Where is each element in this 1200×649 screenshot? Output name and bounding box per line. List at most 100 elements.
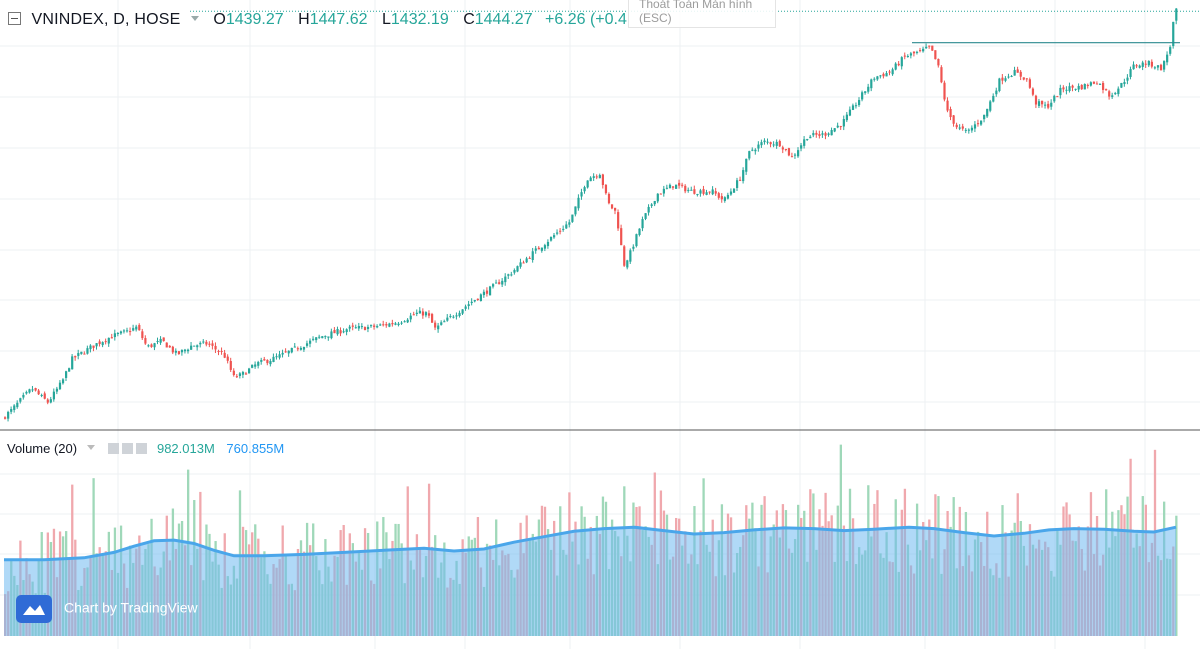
candle-body	[851, 105, 855, 110]
candle-body	[559, 230, 562, 232]
candle-body	[653, 200, 656, 205]
candle-body	[363, 327, 367, 331]
candle-body	[607, 193, 611, 204]
candle-body	[153, 343, 156, 348]
candle-body	[1068, 86, 1071, 91]
candle-body	[98, 341, 101, 345]
symbol-label[interactable]: VNINDEX, D, HOSE	[31, 11, 181, 28]
collapse-icon[interactable]	[8, 12, 21, 25]
candle-body	[269, 361, 272, 365]
candle-body	[376, 326, 379, 328]
candle-body	[1074, 88, 1077, 90]
candle-body	[382, 324, 385, 326]
candle-body	[620, 228, 623, 246]
candle-body	[1175, 8, 1178, 21]
candle-body	[614, 207, 617, 211]
candle-body	[870, 79, 873, 89]
candle-body	[1169, 47, 1172, 54]
candle-body	[83, 353, 86, 355]
candle-body	[458, 312, 461, 317]
candle-body	[55, 388, 59, 392]
candle-body	[992, 95, 995, 102]
candle-body	[1163, 61, 1166, 70]
candle-body	[119, 331, 123, 334]
candle-body	[781, 147, 784, 150]
candle-body	[208, 343, 211, 345]
candle-body	[327, 336, 330, 338]
candle-body	[1132, 64, 1135, 70]
candle-body	[257, 362, 260, 366]
candle-body	[345, 329, 348, 333]
candle-body	[787, 148, 791, 156]
candle-body	[766, 141, 769, 143]
candle-body	[409, 315, 412, 320]
candle-body	[443, 321, 446, 323]
candle-body	[421, 311, 425, 316]
candle-body	[290, 347, 293, 353]
candle-body	[77, 353, 80, 356]
candle-body	[10, 409, 13, 412]
candle-body	[537, 247, 540, 250]
candle-body	[510, 274, 513, 276]
eye-icon[interactable]	[108, 443, 120, 454]
candle-body	[589, 177, 592, 182]
candle-body	[897, 63, 900, 66]
candle-body	[132, 328, 135, 331]
candle-body	[1050, 102, 1053, 107]
tradingview-watermark[interactable]: Chart by TradingView	[16, 595, 198, 623]
exit-fullscreen-tooltip[interactable]: Thoát Toàn Màn hình (ESC)	[628, 0, 776, 28]
candle-body	[373, 325, 376, 327]
chevron-down-icon[interactable]	[190, 16, 199, 21]
candle-body	[461, 309, 464, 314]
candle-body	[763, 140, 766, 143]
candle-body	[232, 370, 235, 376]
candle-body	[598, 175, 601, 179]
candle-body	[1062, 87, 1065, 90]
candle-body	[254, 364, 257, 367]
candle-body	[74, 356, 77, 358]
candle-body	[940, 67, 943, 83]
candle-body	[183, 349, 187, 352]
candle-body	[675, 184, 678, 189]
candle-body	[305, 343, 309, 346]
close-icon[interactable]	[136, 443, 148, 454]
tradingview-logo-icon	[16, 595, 52, 623]
candle-body	[1016, 69, 1019, 73]
candle-body	[284, 351, 287, 353]
candle-body	[909, 53, 913, 56]
candle-body	[159, 338, 162, 343]
candle-body	[812, 133, 815, 136]
candle-body	[177, 351, 181, 355]
candle-body	[260, 359, 263, 362]
candle-body	[488, 286, 492, 296]
candle-body	[830, 130, 833, 136]
volume-title[interactable]: Volume (20)	[7, 441, 78, 456]
low-label: L	[381, 11, 391, 28]
chevron-down-icon[interactable]	[86, 445, 95, 450]
candle-body	[1059, 87, 1062, 96]
candle-body	[388, 323, 391, 327]
candle-body	[806, 138, 809, 140]
candle-body	[647, 206, 650, 213]
candle-body	[803, 139, 806, 146]
candle-body	[13, 405, 16, 410]
candle-body	[129, 331, 132, 333]
candle-body	[135, 326, 138, 330]
candle-body	[549, 237, 553, 241]
candle-body	[583, 187, 586, 192]
candle-body	[391, 323, 394, 325]
candle-body	[19, 398, 22, 402]
candle-body	[229, 361, 232, 370]
candle-body	[168, 345, 171, 348]
candle-body	[882, 73, 885, 77]
candle-body	[351, 325, 354, 327]
candle-body	[437, 325, 440, 330]
candle-body	[446, 317, 449, 321]
candle-body	[342, 331, 345, 333]
candle-body	[202, 341, 205, 343]
gear-icon[interactable]	[122, 443, 134, 454]
candle-body	[485, 290, 489, 294]
candle-body	[1147, 60, 1150, 66]
